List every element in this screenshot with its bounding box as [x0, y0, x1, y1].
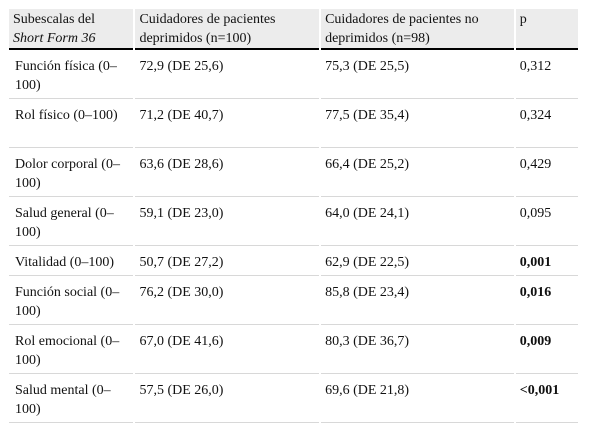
p-value-cell: 0,009	[515, 327, 578, 374]
table-row: Vitalidad (0–100) 50,7 (DE 27,2) 62,9 (D…	[9, 248, 578, 276]
non-depressed-value-cell: 77,5 (DE 35,4)	[321, 101, 514, 148]
header-row: Subescalas del Short Form 36 Cuidadores d…	[9, 9, 578, 50]
header-subscale-line1: Subescalas del	[13, 12, 96, 27]
subscale-cell: Rol físico (0–100)	[9, 101, 134, 148]
header-subscale-line2: Short Form 36	[13, 31, 96, 46]
table-row: Salud general (0–100) 59,1 (DE 23,0) 64,…	[9, 199, 578, 246]
p-value-cell: <0,001	[515, 376, 578, 423]
header-depressed-caregivers: Cuidadores de pacientes deprimidos (n=10…	[135, 9, 320, 50]
depressed-value-cell: 71,2 (DE 40,7)	[135, 101, 320, 148]
subscale-cell: Salud general (0–100)	[9, 199, 134, 246]
table-row: Salud mental (0–100) 57,5 (DE 26,0) 69,6…	[9, 376, 578, 423]
table-row: Rol emocional (0–100) 67,0 (DE 41,6) 80,…	[9, 327, 578, 374]
non-depressed-value-cell: 64,0 (DE 24,1)	[321, 199, 514, 246]
p-value-cell: 0,016	[515, 278, 578, 325]
sf36-comparison-table: Subescalas del Short Form 36 Cuidadores d…	[7, 7, 580, 425]
table-row: Función física (0–100) 72,9 (DE 25,6) 75…	[9, 52, 578, 99]
subscale-cell: Rol emocional (0–100)	[9, 327, 134, 374]
subscale-cell: Dolor corporal (0–100)	[9, 150, 134, 197]
subscale-cell: Función social (0–100)	[9, 278, 134, 325]
subscale-cell: Función física (0–100)	[9, 52, 134, 99]
non-depressed-value-cell: 75,3 (DE 25,5)	[321, 52, 514, 99]
non-depressed-value-cell: 69,6 (DE 21,8)	[321, 376, 514, 423]
non-depressed-value-cell: 66,4 (DE 25,2)	[321, 150, 514, 197]
header-p-value: p	[515, 9, 578, 50]
p-value-cell: 0,095	[515, 199, 578, 246]
depressed-value-cell: 72,9 (DE 25,6)	[135, 52, 320, 99]
table-row: Función social (0–100) 76,2 (DE 30,0) 85…	[9, 278, 578, 325]
subscale-cell: Vitalidad (0–100)	[9, 248, 134, 276]
non-depressed-value-cell: 80,3 (DE 36,7)	[321, 327, 514, 374]
p-value-cell: 0,312	[515, 52, 578, 99]
depressed-value-cell: 57,5 (DE 26,0)	[135, 376, 320, 423]
header-non-depressed-caregivers: Cuidadores de pacientes no deprimidos (n…	[321, 9, 514, 50]
header-subscale: Subescalas del Short Form 36	[9, 9, 134, 50]
depressed-value-cell: 50,7 (DE 27,2)	[135, 248, 320, 276]
subscale-cell: Salud mental (0–100)	[9, 376, 134, 423]
depressed-value-cell: 76,2 (DE 30,0)	[135, 278, 320, 325]
table-row: Dolor corporal (0–100) 63,6 (DE 28,6) 66…	[9, 150, 578, 197]
non-depressed-value-cell: 85,8 (DE 23,4)	[321, 278, 514, 325]
depressed-value-cell: 59,1 (DE 23,0)	[135, 199, 320, 246]
p-value-cell: 0,324	[515, 101, 578, 148]
p-value-cell: 0,429	[515, 150, 578, 197]
p-value-cell: 0,001	[515, 248, 578, 276]
table-row: Rol físico (0–100) 71,2 (DE 40,7) 77,5 (…	[9, 101, 578, 148]
non-depressed-value-cell: 62,9 (DE 22,5)	[321, 248, 514, 276]
table-body: Función física (0–100) 72,9 (DE 25,6) 75…	[9, 52, 578, 423]
depressed-value-cell: 63,6 (DE 28,6)	[135, 150, 320, 197]
depressed-value-cell: 67,0 (DE 41,6)	[135, 327, 320, 374]
table-header: Subescalas del Short Form 36 Cuidadores d…	[9, 9, 578, 50]
